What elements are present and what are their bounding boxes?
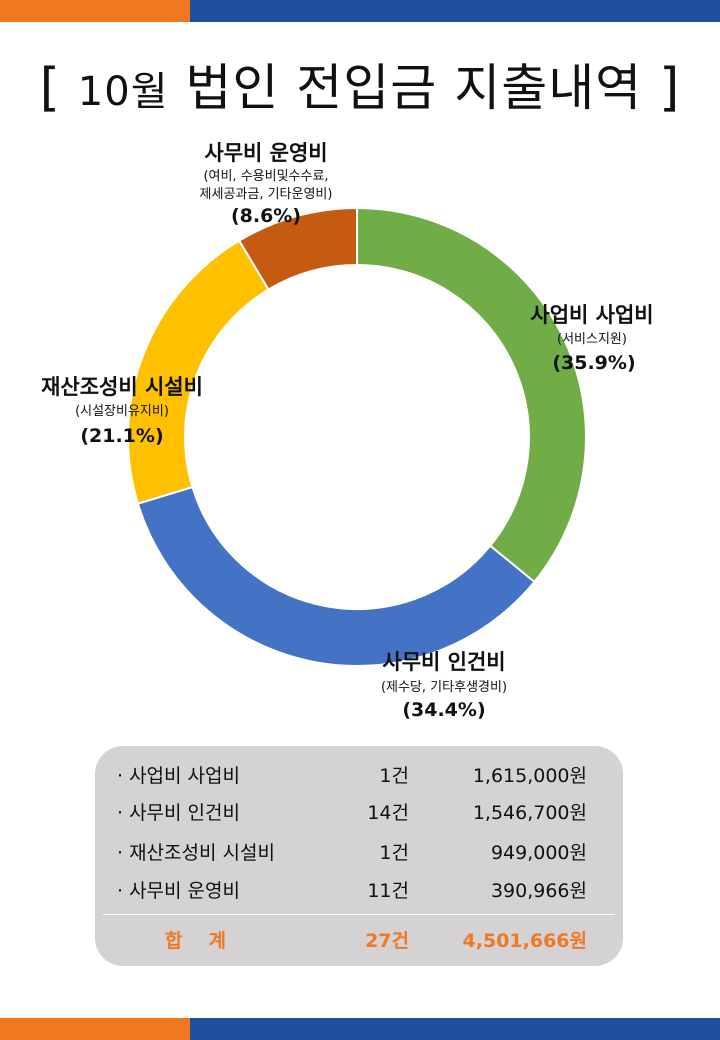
summary-row-amount: 1,546,700원 (472, 802, 587, 824)
summary-row-name: · 사업비 사업비 (117, 765, 240, 787)
summary-row-count: 14건 (367, 802, 409, 824)
top-bar-blue-segment (190, 0, 720, 22)
summary-row-count: 1건 (379, 842, 409, 864)
summary-row: · 사무비 인건비 14건 1,546,700원 (95, 798, 623, 828)
slice-label-detail-1: (제수당, 기타후생경비) (381, 680, 507, 695)
summary-row-name: · 사무비 인건비 (117, 802, 240, 824)
summary-row: · 재산조성비 시설비 1건 949,000원 (95, 838, 623, 868)
summary-total-count: 27건 (365, 930, 409, 952)
bottom-accent-bar (0, 1018, 720, 1040)
title-month: 10월 (77, 69, 169, 115)
slice-label-group-3: 사무비 운영비 (여비, 수용비및수수료, 제세공과금, 기타운영비) (8.6… (200, 141, 333, 227)
summary-total-row: 합계 27건 4,501,666원 (95, 926, 623, 956)
summary-row-amount: 949,000원 (490, 842, 587, 864)
summary-row: · 사업비 사업비 1건 1,615,000원 (95, 761, 623, 791)
summary-total-label: 합계 (165, 930, 252, 952)
top-bar-orange-segment (0, 0, 190, 22)
bottom-bar-blue-segment (190, 1018, 720, 1040)
bottom-bar-orange-segment (0, 1018, 190, 1040)
slice-label-detail-2: (시설장비유지비) (75, 404, 169, 419)
slice-label-detail-0: (서비스지원) (557, 332, 627, 347)
slice-label-detail-3a: (여비, 수용비및수수료, (203, 169, 328, 184)
slice-label-name-0: 사업비 사업비 (530, 303, 653, 327)
summary-row-count: 1건 (379, 765, 409, 787)
slice-label-name-1: 사무비 인건비 (382, 650, 505, 674)
summary-row: · 사무비 운영비 11건 390,966원 (95, 876, 623, 906)
summary-total-amount: 4,501,666원 (462, 930, 587, 952)
slice-label-group-1: 사무비 인건비 (제수당, 기타후생경비) (34.4%) (381, 650, 507, 721)
top-accent-bar (0, 0, 720, 22)
slice-label-group-0: 사업비 사업비 (서비스지원) (35.9%) (530, 303, 653, 374)
donut-slice-3 (237, 206, 358, 291)
slice-label-pct-3: (8.6%) (231, 205, 301, 227)
slice-label-group-2: 재산조성비 시설비 (시설장비유지비) (21.1%) (41, 375, 203, 447)
slice-label-name-3: 사무비 운영비 (204, 141, 327, 165)
slice-label-pct-1: (34.4%) (402, 699, 485, 721)
summary-row-count: 11건 (367, 880, 409, 902)
donut-chart: 사업비 사업비 (서비스지원) (35.9%) 사무비 인건비 (제수당, 기타… (41, 141, 654, 721)
page-title: [ 10월 법인 전입금 지출내역 ] (0, 48, 720, 120)
title-close-bracket: ] (659, 58, 681, 118)
donut-slice-2 (127, 239, 270, 505)
slice-label-pct-2: (21.1%) (80, 425, 163, 447)
slice-label-pct-0: (35.9%) (552, 352, 635, 374)
summary-row-amount: 390,966원 (490, 880, 587, 902)
donut-slice-1 (136, 485, 536, 667)
summary-row-amount: 1,615,000원 (472, 765, 587, 787)
summary-divider (103, 914, 615, 915)
slice-label-name-2: 재산조성비 시설비 (41, 375, 203, 399)
title-text: 법인 전입금 지출내역 (185, 59, 643, 117)
summary-row-name: · 재산조성비 시설비 (117, 842, 275, 864)
donut-slice-0 (356, 206, 587, 584)
donut-slices (127, 206, 587, 667)
slice-label-detail-3b: 제세공과금, 기타운영비) (200, 187, 333, 202)
summary-panel: · 사업비 사업비 1건 1,615,000원 · 사무비 인건비 14건 1,… (95, 746, 623, 966)
summary-row-name: · 사무비 운영비 (117, 880, 240, 902)
title-open-bracket: [ (39, 58, 61, 118)
